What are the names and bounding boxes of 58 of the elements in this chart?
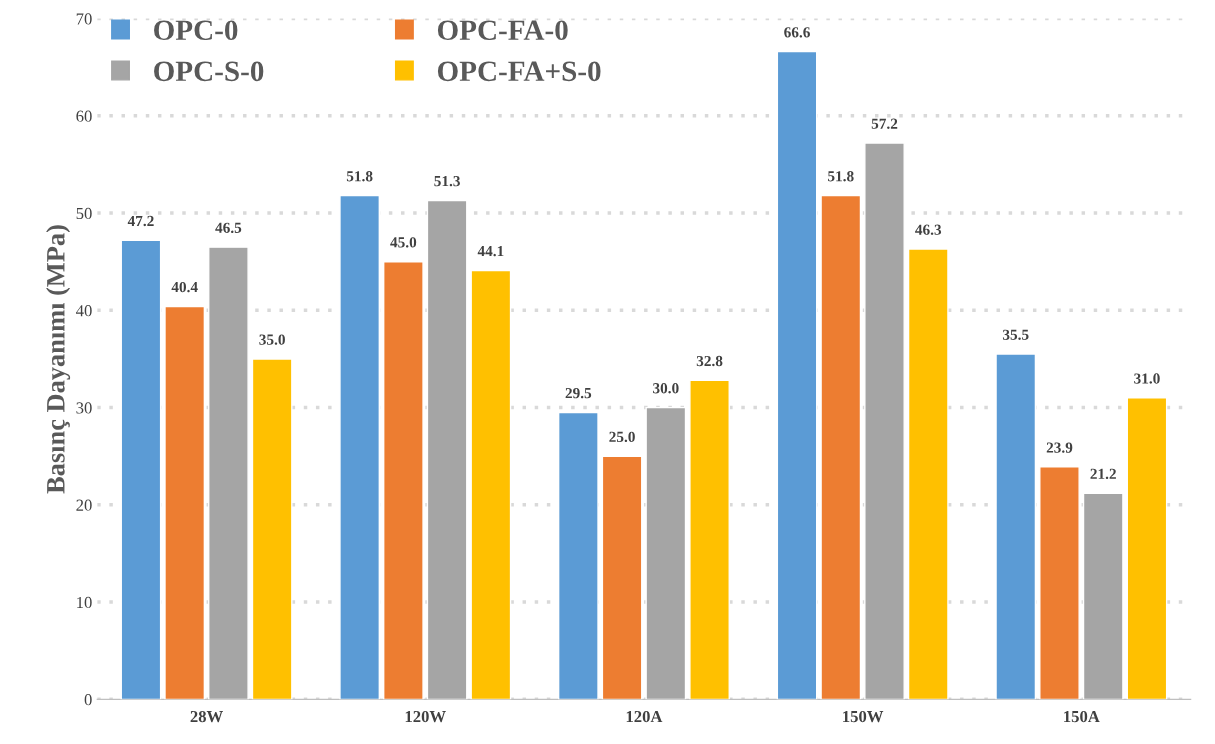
bar	[470, 269, 512, 700]
data-label: 21.2	[1090, 468, 1116, 480]
data-label: 47.2	[127, 215, 154, 227]
data-label: 46.5	[215, 222, 242, 233]
y-tick-label: 60	[76, 110, 92, 122]
data-label: 44.1	[477, 246, 504, 257]
y-tick-label: 50	[76, 207, 92, 220]
bar	[1082, 492, 1124, 700]
y-tick-label: 30	[76, 402, 92, 414]
data-label: 31.0	[1134, 373, 1160, 384]
data-label: 51.8	[828, 171, 854, 182]
data-label: 32.8	[696, 355, 723, 367]
data-label: 51.8	[346, 171, 373, 182]
y-tick-label: 20	[76, 499, 92, 511]
legend-label: OPC-S-0	[154, 61, 264, 82]
bar	[164, 305, 206, 700]
data-label: 23.9	[1046, 442, 1073, 453]
y-tick-label: 70	[76, 13, 92, 25]
data-label: 35.0	[259, 334, 285, 345]
y-axis-title: Basınç Dayanımı (MPa)	[46, 225, 71, 494]
bar	[776, 50, 818, 700]
legend-label: OPC-0	[154, 20, 238, 41]
data-label: 30.0	[653, 383, 679, 394]
y-tick-label: 10	[77, 596, 92, 609]
data-label: 35.5	[1002, 329, 1029, 340]
data-label: 29.5	[565, 387, 592, 399]
legend-label: OPC-FA+S-0	[437, 61, 601, 82]
bar	[557, 411, 599, 700]
data-label: 51.3	[434, 175, 460, 187]
bar	[339, 194, 381, 700]
bar	[383, 261, 424, 700]
bar	[864, 142, 905, 700]
x-tick-label: 120A	[626, 710, 663, 723]
bar	[601, 455, 643, 700]
data-label: 45.0	[390, 237, 417, 248]
y-tick-label: 0	[84, 694, 92, 706]
data-label: 25.0	[609, 431, 635, 443]
bar	[645, 406, 687, 700]
bar	[120, 239, 162, 700]
bar	[1039, 466, 1080, 700]
bar	[907, 248, 949, 700]
data-label: 66.6	[784, 27, 810, 38]
x-tick-label: 28W	[190, 710, 223, 723]
bar	[426, 199, 468, 700]
x-tick-label: 120W	[405, 710, 446, 723]
bar	[208, 246, 249, 700]
bar	[1126, 397, 1168, 700]
x-tick-label: 150W	[843, 710, 884, 723]
bar	[251, 358, 293, 700]
bar	[689, 379, 730, 700]
y-tick-label: 40	[76, 305, 92, 317]
legend-label: OPC-FA-0	[437, 20, 568, 41]
x-tick-label: 150A	[1064, 710, 1100, 723]
data-label: 40.4	[171, 281, 198, 293]
data-label: 57.2	[871, 118, 898, 129]
data-label: 46.3	[915, 224, 942, 235]
bar	[820, 194, 862, 700]
bar	[995, 353, 1037, 700]
